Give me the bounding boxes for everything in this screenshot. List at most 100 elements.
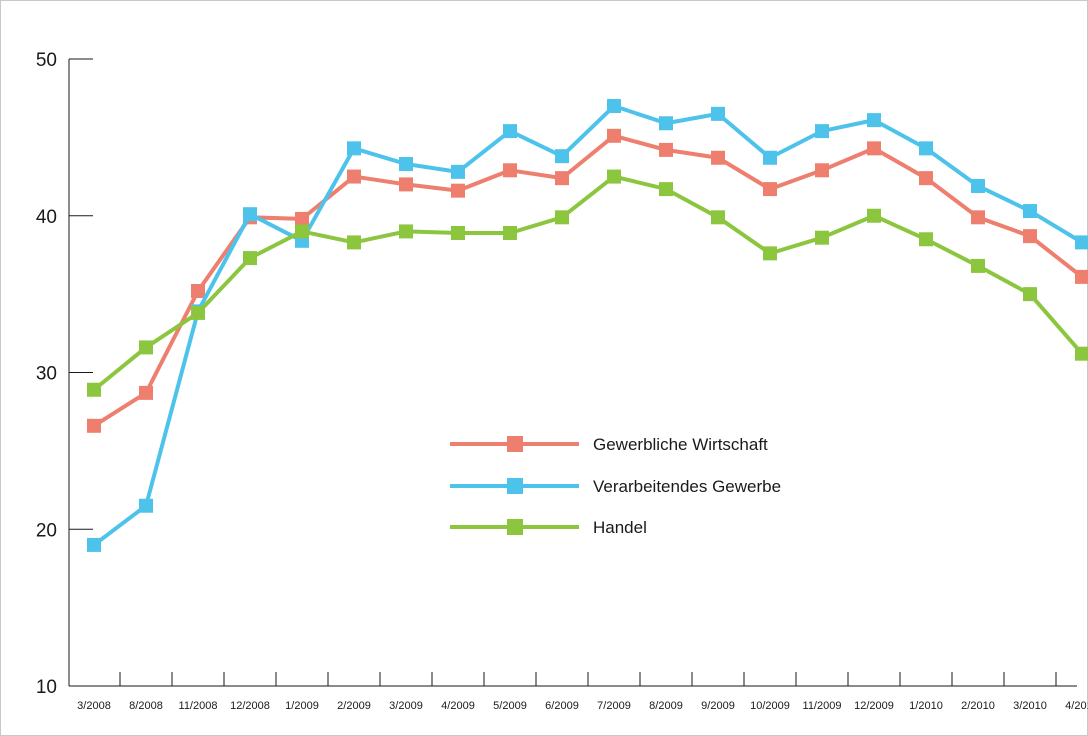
x-tick-label: 8/2009 [649,700,683,712]
data-point-marker [919,232,933,247]
data-point-marker [659,182,673,197]
y-tick-label: 40 [36,207,57,228]
data-point-marker [815,124,829,139]
data-point-marker [763,246,777,261]
data-point-marker [659,142,673,157]
x-tick-label: 2/2009 [337,700,371,712]
data-point-marker [451,225,465,240]
data-point-marker [867,208,881,223]
data-point-marker [1023,229,1037,244]
data-point-marker [555,171,569,186]
data-point-marker [763,182,777,197]
series-2 [87,99,1088,552]
x-tick-label: 7/2009 [597,700,631,712]
series-line [92,174,1084,392]
x-tick-label: 4/2010 [1065,700,1088,712]
y-tick-label: 50 [36,50,57,71]
x-tick-label: 1/2010 [909,700,943,712]
y-tick-label: 10 [36,677,57,698]
data-point-marker [711,106,725,121]
x-tick-label: 11/2008 [179,700,218,712]
data-point-marker [295,211,309,226]
x-tick-label: 4/2009 [441,700,475,712]
data-point-marker [503,225,517,240]
legend-item: Verarbeitendes Gewerbe [450,477,781,496]
legend-label: Gewerbliche Wirtschaft [593,435,768,454]
legend-marker [507,478,523,494]
data-point-marker [971,210,985,225]
data-point-marker [451,164,465,179]
data-point-marker [503,124,517,139]
series-line [92,133,1084,428]
legend: Gewerbliche Wirtschaft Verarbeitendes Gew… [450,435,781,537]
series-1 [87,128,1088,433]
data-point-marker [815,163,829,178]
x-tick-label: 12/2008 [230,700,270,712]
data-point-marker [867,113,881,128]
data-point-marker [295,224,309,239]
data-point-marker [1023,204,1037,219]
data-point-marker [607,128,621,143]
data-point-marker [87,418,101,433]
data-point-marker [347,169,361,184]
data-point-marker [971,178,985,193]
data-point-marker [399,224,413,239]
x-tick-label: 3/2009 [389,700,423,712]
x-tick-label: 3/2008 [77,700,111,712]
axes: 10 20 30 40 50 3/2008 8/2008 11/2008 12/2008 1/20… [36,50,1088,712]
legend-marker [507,519,523,535]
data-point-marker [347,235,361,250]
x-tick-label: 2/2010 [961,700,995,712]
data-point-marker [399,177,413,192]
data-point-marker [243,251,257,266]
data-point-marker [87,537,101,552]
data-point-marker [399,157,413,172]
data-point-marker [711,150,725,165]
legend-marker [507,436,523,452]
legend-label: Handel [593,518,647,537]
data-point-marker [451,183,465,198]
data-point-marker [87,382,101,397]
x-tick-label: 12/2009 [854,700,894,712]
data-point-marker [867,141,881,156]
x-tick-label: 10/2009 [750,700,790,712]
data-point-marker [607,169,621,184]
data-point-marker [919,171,933,186]
legend-item: Gewerbliche Wirtschaft [450,435,768,454]
data-point-marker [191,305,205,320]
x-tick-label: 6/2009 [545,700,579,712]
x-tick-label: 1/2009 [285,700,319,712]
data-point-marker [555,149,569,164]
data-point-marker [659,116,673,131]
data-point-marker [555,210,569,225]
data-point-marker [815,230,829,245]
data-point-marker [139,498,153,513]
legend-item: Handel [450,518,647,537]
data-point-marker [139,340,153,355]
data-point-marker [1075,235,1088,250]
data-point-marker [607,99,621,114]
legend-label: Verarbeitendes Gewerbe [593,477,781,496]
x-tick-label: 9/2009 [701,700,735,712]
series-line [92,104,1084,547]
y-tick-label: 30 [36,364,57,385]
data-point-marker [347,141,361,156]
data-point-marker [139,385,153,400]
x-tick-label: 3/2010 [1013,700,1047,712]
data-point-marker [503,163,517,178]
series-3 [87,169,1088,397]
x-tick-label: 8/2008 [129,700,163,712]
data-point-marker [971,258,985,273]
data-point-marker [919,141,933,156]
data-point-marker [711,210,725,225]
data-point-marker [191,283,205,298]
y-tick-label: 20 [36,520,57,541]
data-point-marker [763,150,777,165]
x-tick-label: 5/2009 [493,700,527,712]
series-layer [87,99,1088,552]
x-tick-label: 11/2009 [803,700,842,712]
data-point-marker [1075,269,1088,284]
data-point-marker [1075,346,1088,361]
data-point-marker [243,207,257,222]
